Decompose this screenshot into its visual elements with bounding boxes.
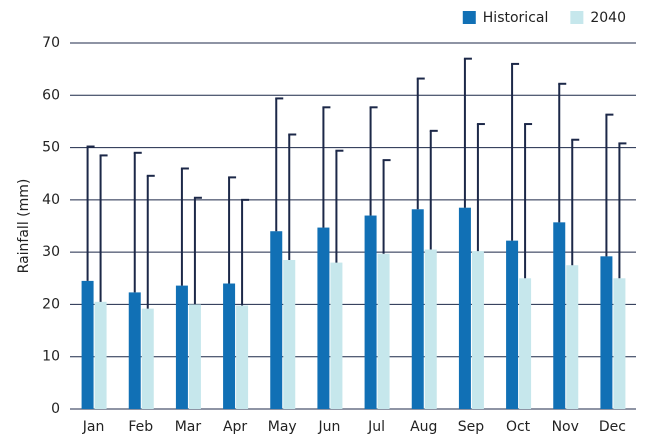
y-tick-label: 20 <box>42 296 60 312</box>
error-bar <box>476 123 485 252</box>
x-tick-label: Sep <box>458 419 485 435</box>
x-tick-label: Jun <box>317 419 340 435</box>
bar <box>506 240 519 409</box>
error-bar <box>288 133 297 260</box>
y-axis-label: Rainfall (mm) <box>16 179 32 274</box>
error-bar <box>511 62 520 241</box>
bar <box>236 305 249 409</box>
error-bar <box>429 129 438 250</box>
error-bar <box>571 138 580 266</box>
y-tick-label: 0 <box>51 401 60 417</box>
error-bar <box>558 82 567 223</box>
bar <box>411 209 424 409</box>
error-bar <box>524 123 533 279</box>
y-tick-label: 60 <box>42 87 60 103</box>
error-bar <box>180 167 189 286</box>
x-tick-label: Jul <box>367 419 385 435</box>
x-tick-label: Feb <box>128 419 153 435</box>
error-bar <box>382 159 391 254</box>
bar <box>270 231 283 409</box>
bar <box>81 280 94 409</box>
error-bar <box>133 151 142 293</box>
bar <box>283 259 296 409</box>
bar <box>424 249 437 409</box>
y-tick-label: 40 <box>42 192 60 208</box>
bar <box>377 253 390 409</box>
bar <box>613 278 626 409</box>
error-bar <box>146 174 155 309</box>
error-bar <box>335 149 344 263</box>
legend-label: 2040 <box>590 10 626 26</box>
x-tick-label: Apr <box>223 419 247 435</box>
error-bar <box>228 176 237 284</box>
error-bar <box>605 113 614 257</box>
y-tick-label: 10 <box>42 349 60 365</box>
x-tick-label: Aug <box>410 419 437 435</box>
bar <box>94 301 107 409</box>
error-bar <box>322 106 331 228</box>
error-bar <box>99 154 108 302</box>
y-tick-label: 70 <box>42 35 60 51</box>
bar <box>458 207 471 409</box>
x-tick-label: Dec <box>599 419 626 435</box>
error-bar <box>193 196 202 305</box>
error-bar <box>241 198 250 306</box>
bar <box>128 292 141 409</box>
x-tick-label: Jan <box>82 419 105 435</box>
legend-swatch <box>570 11 584 24</box>
error-bar <box>416 77 425 210</box>
error-bar <box>369 106 378 216</box>
bar <box>364 215 377 409</box>
bar <box>175 285 188 409</box>
bar <box>141 308 154 409</box>
legend-label: Historical <box>483 10 549 26</box>
x-tick-label: Oct <box>506 419 531 435</box>
bar <box>519 278 532 409</box>
bar <box>223 283 236 409</box>
x-tick-label: May <box>268 419 297 435</box>
bar <box>471 251 484 409</box>
bar <box>600 256 613 409</box>
bar <box>566 265 579 409</box>
y-tick-label: 30 <box>42 244 60 260</box>
error-bar <box>86 145 95 281</box>
error-bar <box>463 57 472 208</box>
error-bar <box>275 97 284 232</box>
x-tick-label: Nov <box>552 419 579 435</box>
bar <box>330 262 343 409</box>
error-bar <box>618 142 627 279</box>
x-tick-label: Mar <box>175 419 202 435</box>
y-tick-label: 50 <box>42 140 60 156</box>
legend-swatch <box>462 11 476 24</box>
bar <box>188 304 201 409</box>
bar <box>317 227 330 409</box>
bar <box>553 222 566 409</box>
